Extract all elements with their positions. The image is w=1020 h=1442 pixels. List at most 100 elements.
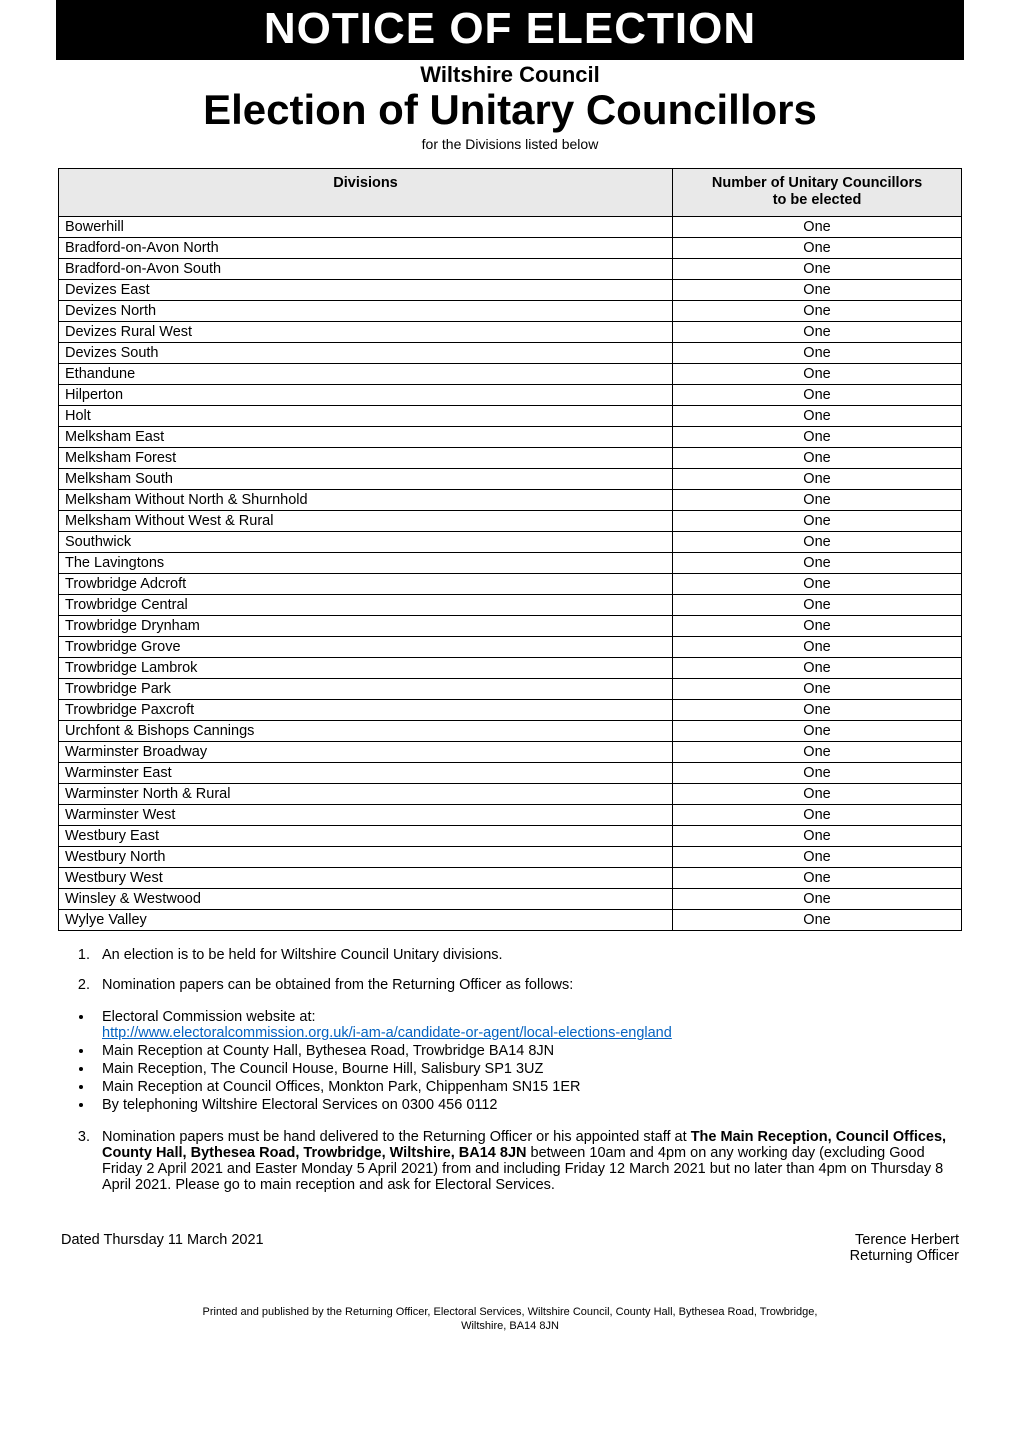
division-name: Warminster North & Rural (59, 783, 673, 804)
councillor-count: One (673, 720, 962, 741)
table-row: Melksham Without North & ShurnholdOne (59, 489, 962, 510)
division-name: Westbury East (59, 825, 673, 846)
table-row: Melksham EastOne (59, 426, 962, 447)
page: NOTICE OF ELECTION Wiltshire Council Ele… (0, 0, 1020, 1373)
division-name: Winsley & Westwood (59, 888, 673, 909)
table-row: Trowbridge CentralOne (59, 594, 962, 615)
division-name: Melksham Forest (59, 447, 673, 468)
table-row: Bradford-on-Avon SouthOne (59, 258, 962, 279)
footer-line-2: Wiltshire, BA14 8JN (461, 1320, 559, 1332)
division-name: Trowbridge Park (59, 678, 673, 699)
councillor-count: One (673, 636, 962, 657)
councillor-count: One (673, 258, 962, 279)
division-name: Melksham Without West & Rural (59, 510, 673, 531)
table-row: Trowbridge GroveOne (59, 636, 962, 657)
councillor-count: One (673, 384, 962, 405)
division-name: Melksham Without North & Shurnhold (59, 489, 673, 510)
numbered-list-cont: Nomination papers must be hand delivered… (94, 1129, 962, 1193)
councillor-count: One (673, 489, 962, 510)
councillor-count: One (673, 804, 962, 825)
councillor-count: One (673, 510, 962, 531)
councillor-count: One (673, 678, 962, 699)
councillor-count: One (673, 405, 962, 426)
col-header-divisions: Divisions (59, 169, 673, 217)
division-name: Wylye Valley (59, 909, 673, 930)
signer-role: Returning Officer (850, 1248, 959, 1264)
councillor-count: One (673, 615, 962, 636)
division-name: Trowbridge Grove (59, 636, 673, 657)
table-row: Urchfont & Bishops CanningsOne (59, 720, 962, 741)
councillor-count: One (673, 237, 962, 258)
councillor-count: One (673, 363, 962, 384)
councillor-count: One (673, 594, 962, 615)
councillor-count: One (673, 426, 962, 447)
table-row: Melksham ForestOne (59, 447, 962, 468)
councillor-count: One (673, 825, 962, 846)
division-name: Devizes North (59, 300, 673, 321)
ec-link[interactable]: http://www.electoralcommission.org.uk/i-… (102, 1025, 672, 1041)
table-row: Devizes EastOne (59, 279, 962, 300)
division-name: Melksham South (59, 468, 673, 489)
col-header-line1: Number of Unitary Councillors (712, 175, 922, 191)
councillor-count: One (673, 762, 962, 783)
councillor-count: One (673, 321, 962, 342)
division-name: Bradford-on-Avon North (59, 237, 673, 258)
division-name: Warminster Broadway (59, 741, 673, 762)
table-row: Devizes Rural WestOne (59, 321, 962, 342)
councillor-count: One (673, 657, 962, 678)
divisions-table: Divisions Number of Unitary Councillors … (58, 168, 962, 931)
table-row: HoltOne (59, 405, 962, 426)
table-row: EthanduneOne (59, 363, 962, 384)
division-name: Trowbridge Central (59, 594, 673, 615)
division-name: Westbury West (59, 867, 673, 888)
table-row: Melksham Without West & RuralOne (59, 510, 962, 531)
page-subtitle: for the Divisions listed below (58, 136, 962, 152)
division-name: Westbury North (59, 846, 673, 867)
division-name: Trowbridge Lambrok (59, 657, 673, 678)
table-row: Warminster North & RuralOne (59, 783, 962, 804)
table-row: Trowbridge AdcroftOne (59, 573, 962, 594)
division-name: Bradford-on-Avon South (59, 258, 673, 279)
division-name: Trowbridge Drynham (59, 615, 673, 636)
table-row: SouthwickOne (59, 531, 962, 552)
list-item-3: Nomination papers must be hand delivered… (94, 1129, 962, 1193)
division-name: Devizes Rural West (59, 321, 673, 342)
division-name: Trowbridge Adcroft (59, 573, 673, 594)
councillor-count: One (673, 447, 962, 468)
table-row: Trowbridge ParkOne (59, 678, 962, 699)
bullet-ec-website: Electoral Commission website at: http://… (94, 1009, 962, 1041)
table-row: Bradford-on-Avon NorthOne (59, 237, 962, 258)
numbered-list: An election is to be held for Wiltshire … (94, 947, 962, 993)
footer-line-1: Printed and published by the Returning O… (203, 1306, 818, 1318)
signer-name: Terence Herbert (855, 1232, 959, 1248)
bullet-council-house: Main Reception, The Council House, Bourn… (94, 1061, 962, 1077)
bullet-list: Electoral Commission website at: http://… (94, 1009, 962, 1113)
councillor-count: One (673, 468, 962, 489)
print-footer: Printed and published by the Returning O… (58, 1305, 962, 1334)
signoff-block: Dated Thursday 11 March 2021 Terence Her… (58, 1229, 962, 1267)
councillor-count: One (673, 741, 962, 762)
division-name: Warminster East (59, 762, 673, 783)
councillor-count: One (673, 909, 962, 930)
division-name: Holt (59, 405, 673, 426)
table-row: Westbury NorthOne (59, 846, 962, 867)
division-name: Devizes East (59, 279, 673, 300)
councillor-count: One (673, 216, 962, 237)
list-item-1: An election is to be held for Wiltshire … (94, 947, 962, 963)
col-header-councillors: Number of Unitary Councillors to be elec… (673, 169, 962, 217)
table-row: Westbury EastOne (59, 825, 962, 846)
councillor-count: One (673, 699, 962, 720)
banner-title: NOTICE OF ELECTION (56, 0, 964, 60)
division-name: The Lavingtons (59, 552, 673, 573)
table-row: Wylye ValleyOne (59, 909, 962, 930)
table-row: Trowbridge PaxcroftOne (59, 699, 962, 720)
division-name: Warminster West (59, 804, 673, 825)
dated-line: Dated Thursday 11 March 2021 (60, 1231, 642, 1265)
table-row: The LavingtonsOne (59, 552, 962, 573)
councillor-count: One (673, 888, 962, 909)
councillor-count: One (673, 573, 962, 594)
councillor-count: One (673, 342, 962, 363)
bullet-monkton-park: Main Reception at Council Offices, Monkt… (94, 1079, 962, 1095)
division-name: Melksham East (59, 426, 673, 447)
division-name: Hilperton (59, 384, 673, 405)
